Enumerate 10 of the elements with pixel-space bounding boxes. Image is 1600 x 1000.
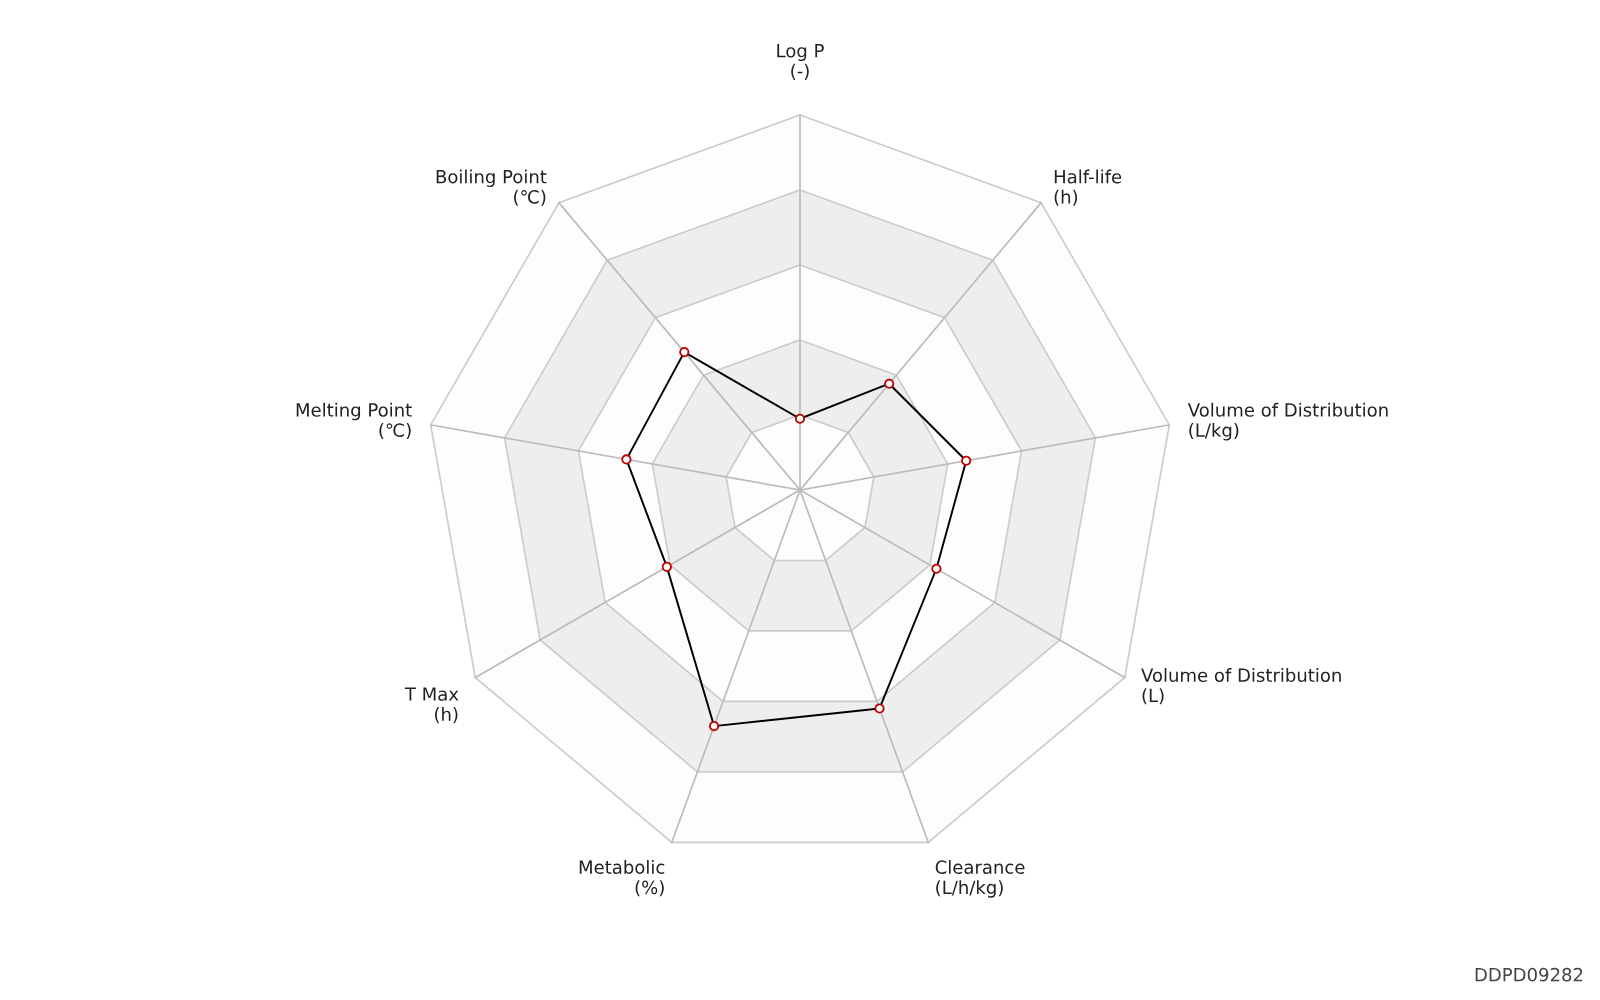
spoke-label: Boiling Point (℃) [436,169,547,206]
spoke-label: Volume of Distribution (L/kg) [1187,402,1388,441]
spoke-label: Log P (-) [777,44,824,80]
spoke-label: Clearance (L/h/kg) [935,860,1025,898]
text: DDPD09282 [1475,967,1583,982]
spoke-label: Melting Point (℃) [296,402,412,440]
spoke-label: Half-life (h) [1054,169,1122,206]
spoke-label: Metabolic (%) [579,860,665,897]
spoke-label: Volume of Distribution (L) [1141,668,1341,705]
spoke-label: T Max (h) [404,687,459,724]
